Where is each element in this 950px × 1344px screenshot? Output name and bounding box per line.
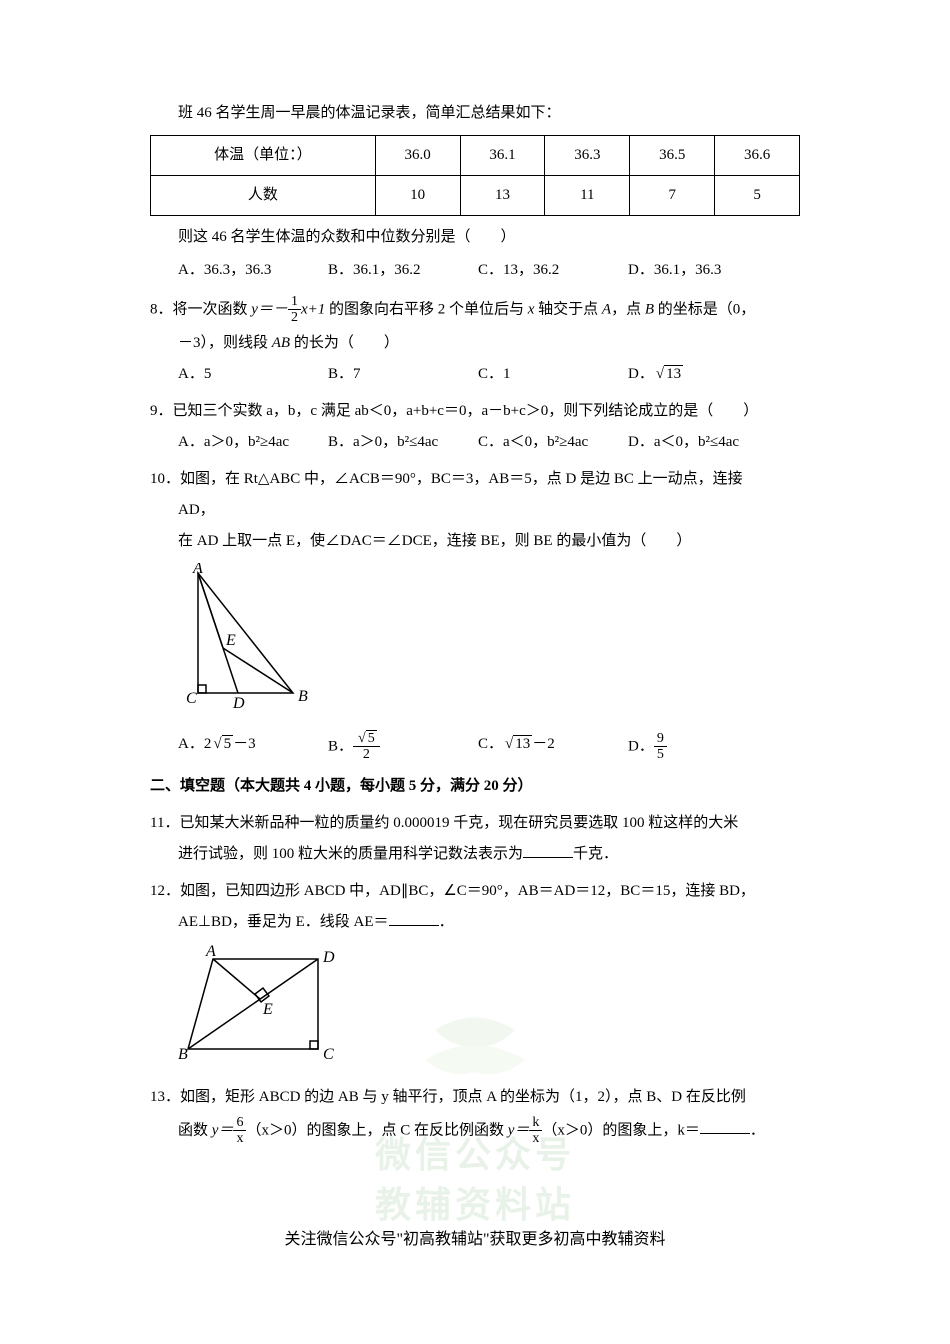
q12-diagram: A B C D E — [178, 944, 800, 1074]
q11-line1: 11．已知某大米新品种一粒的质量约 0.000019 千克，现在研究员要选取 1… — [150, 810, 800, 837]
q8-post: 轴交于点 — [534, 301, 602, 317]
option-c: C．1 — [478, 361, 628, 388]
q10-options: A．25－3 B．52 C．13－2 D．95 — [178, 731, 800, 763]
svg-text:E: E — [225, 632, 236, 649]
svg-text:A: A — [205, 944, 216, 960]
q8-B: B — [645, 301, 654, 317]
q8-y: y＝－ — [251, 301, 288, 317]
question-11: 11．已知某大米新品种一粒的质量约 0.000019 千克，现在研究员要选取 1… — [150, 810, 800, 868]
svg-text:B: B — [178, 1046, 188, 1063]
q11-line2: 进行试验，则 100 粒大米的质量用科学记数法表示为千克． — [178, 841, 800, 868]
option-b: B．7 — [328, 361, 478, 388]
temp-cell: 36.6 — [715, 136, 800, 176]
option-b: B．a＞0，b²≤4ac — [328, 429, 478, 456]
question-8: 8．将一次函数 y＝－12x+1 的图象向右平移 2 个单位后与 x 轴交于点 … — [150, 294, 800, 388]
option-d: D．36.1，36.3 — [628, 257, 778, 284]
option-a: A．5 — [178, 361, 328, 388]
q8-x1: x+1 — [301, 301, 325, 317]
intro-text: 班 46 名学生周一早晨的体温记录表，简单汇总结果如下： — [178, 100, 800, 127]
q8-end: ，点 — [611, 301, 645, 317]
svg-text:E: E — [262, 1001, 273, 1018]
option-c: C．a＜0，b²≥4ac — [478, 429, 628, 456]
q9-options: A．a＞0，b²≥4ac B．a＞0，b²≤4ac C．a＜0，b²≥4ac D… — [178, 429, 800, 456]
q12-line1: 12．如图，已知四边形 ABCD 中，AD∥BC，∠C＝90°，AB＝AD＝12… — [150, 878, 800, 905]
count-cell: 5 — [715, 176, 800, 216]
svg-text:C: C — [323, 1046, 334, 1063]
temp-cell: 36.0 — [375, 136, 460, 176]
svg-text:C: C — [186, 690, 197, 707]
blank-input — [389, 911, 439, 926]
option-c: C．13－2 — [478, 731, 628, 763]
question-12: 12．如图，已知四边形 ABCD 中，AD∥BC，∠C＝90°，AB＝AD＝12… — [150, 878, 800, 1074]
row2-label: 人数 — [151, 176, 376, 216]
svg-text:D: D — [322, 949, 335, 966]
table-row: 体温（单位：） 36.0 36.1 36.3 36.5 36.6 — [151, 136, 800, 176]
q13-line1: 13．如图，矩形 ABCD 的边 AB 与 y 轴平行，顶点 A 的坐标为（1，… — [150, 1084, 800, 1111]
svg-text:D: D — [232, 695, 245, 712]
q8-b: 的坐标是（0， — [654, 301, 755, 317]
header-label: 体温（单位：） — [151, 136, 376, 176]
q7-options: A．36.3，36.3 B．36.1，36.2 C．13，36.2 D．36.1… — [178, 257, 800, 284]
q10-line3: 在 AD 上取一点 E，使∠DAC＝∠DCE，连接 BE，则 BE 的最小值为（… — [178, 528, 800, 555]
count-cell: 7 — [630, 176, 715, 216]
option-b: B．36.1，36.2 — [328, 257, 478, 284]
count-cell: 13 — [460, 176, 545, 216]
q8-AB: AB — [272, 335, 290, 351]
count-cell: 11 — [545, 176, 630, 216]
option-c: C．13，36.2 — [478, 257, 628, 284]
q7-prompt: 则这 46 名学生体温的众数和中位数分别是（ ） — [178, 224, 800, 251]
q10-diagram: A B C D E — [178, 563, 800, 723]
option-d: D．a＜0，b²≤4ac — [628, 429, 778, 456]
blank-input — [523, 843, 573, 858]
q9-text: 9．已知三个实数 a，b，c 满足 ab＜0，a+b+c＝0，a－b+c＞0，则… — [150, 398, 800, 425]
fraction-half: 12 — [288, 294, 301, 326]
option-a: A．36.3，36.3 — [178, 257, 328, 284]
option-d: D．95 — [628, 731, 778, 763]
question-9: 9．已知三个实数 a，b，c 满足 ab＜0，a+b+c＝0，a－b+c＞0，则… — [150, 398, 800, 456]
q8-mid: 的图象向右平移 2 个单位后与 — [325, 301, 528, 317]
q8-line2: －3），则线段 — [178, 335, 272, 351]
q13-line2: 函数 y＝6x（x＞0）的图象上，点 C 在反比例函数 y＝kx（x＞0）的图象… — [178, 1115, 800, 1147]
option-a: A．a＞0，b²≥4ac — [178, 429, 328, 456]
svg-text:B: B — [298, 688, 308, 705]
q8-options: A．5 B．7 C．1 D．13 — [178, 361, 800, 388]
temp-cell: 36.1 — [460, 136, 545, 176]
option-a: A．25－3 — [178, 731, 328, 763]
question-10: 10．如图，在 Rt△ABC 中，∠ACB＝90°，BC＝3，AB＝5，点 D … — [150, 466, 800, 763]
section-2-header: 二、填空题（本大题共 4 小题，每小题 5 分，满分 20 分） — [150, 773, 800, 800]
temperature-table: 体温（单位：） 36.0 36.1 36.3 36.5 36.6 人数 10 1… — [150, 135, 800, 216]
q8-line2-end: 的长为（ ） — [290, 335, 399, 351]
q8-pre: 8．将一次函数 — [150, 301, 251, 317]
table-row: 人数 10 13 11 7 5 — [151, 176, 800, 216]
option-b: B．52 — [328, 731, 478, 763]
page-content: 班 46 名学生周一早晨的体温记录表，简单汇总结果如下： 体温（单位：） 36.… — [150, 100, 800, 1255]
svg-text:A: A — [192, 563, 203, 577]
blank-input — [700, 1119, 750, 1134]
q10-line1: 10．如图，在 Rt△ABC 中，∠ACB＝90°，BC＝3，AB＝5，点 D … — [150, 466, 800, 493]
count-cell: 10 — [375, 176, 460, 216]
q12-line2: AE⊥BD，垂足为 E．线段 AE＝． — [178, 909, 800, 936]
question-13: 13．如图，矩形 ABCD 的边 AB 与 y 轴平行，顶点 A 的坐标为（1，… — [150, 1084, 800, 1147]
q10-line2: AD， — [178, 497, 800, 524]
page-footer: 关注微信公众号"初高教辅站"获取更多初高中教辅资料 — [150, 1226, 800, 1255]
q8-A: A — [602, 301, 611, 317]
option-d: D．13 — [628, 361, 778, 388]
temp-cell: 36.5 — [630, 136, 715, 176]
temp-cell: 36.3 — [545, 136, 630, 176]
